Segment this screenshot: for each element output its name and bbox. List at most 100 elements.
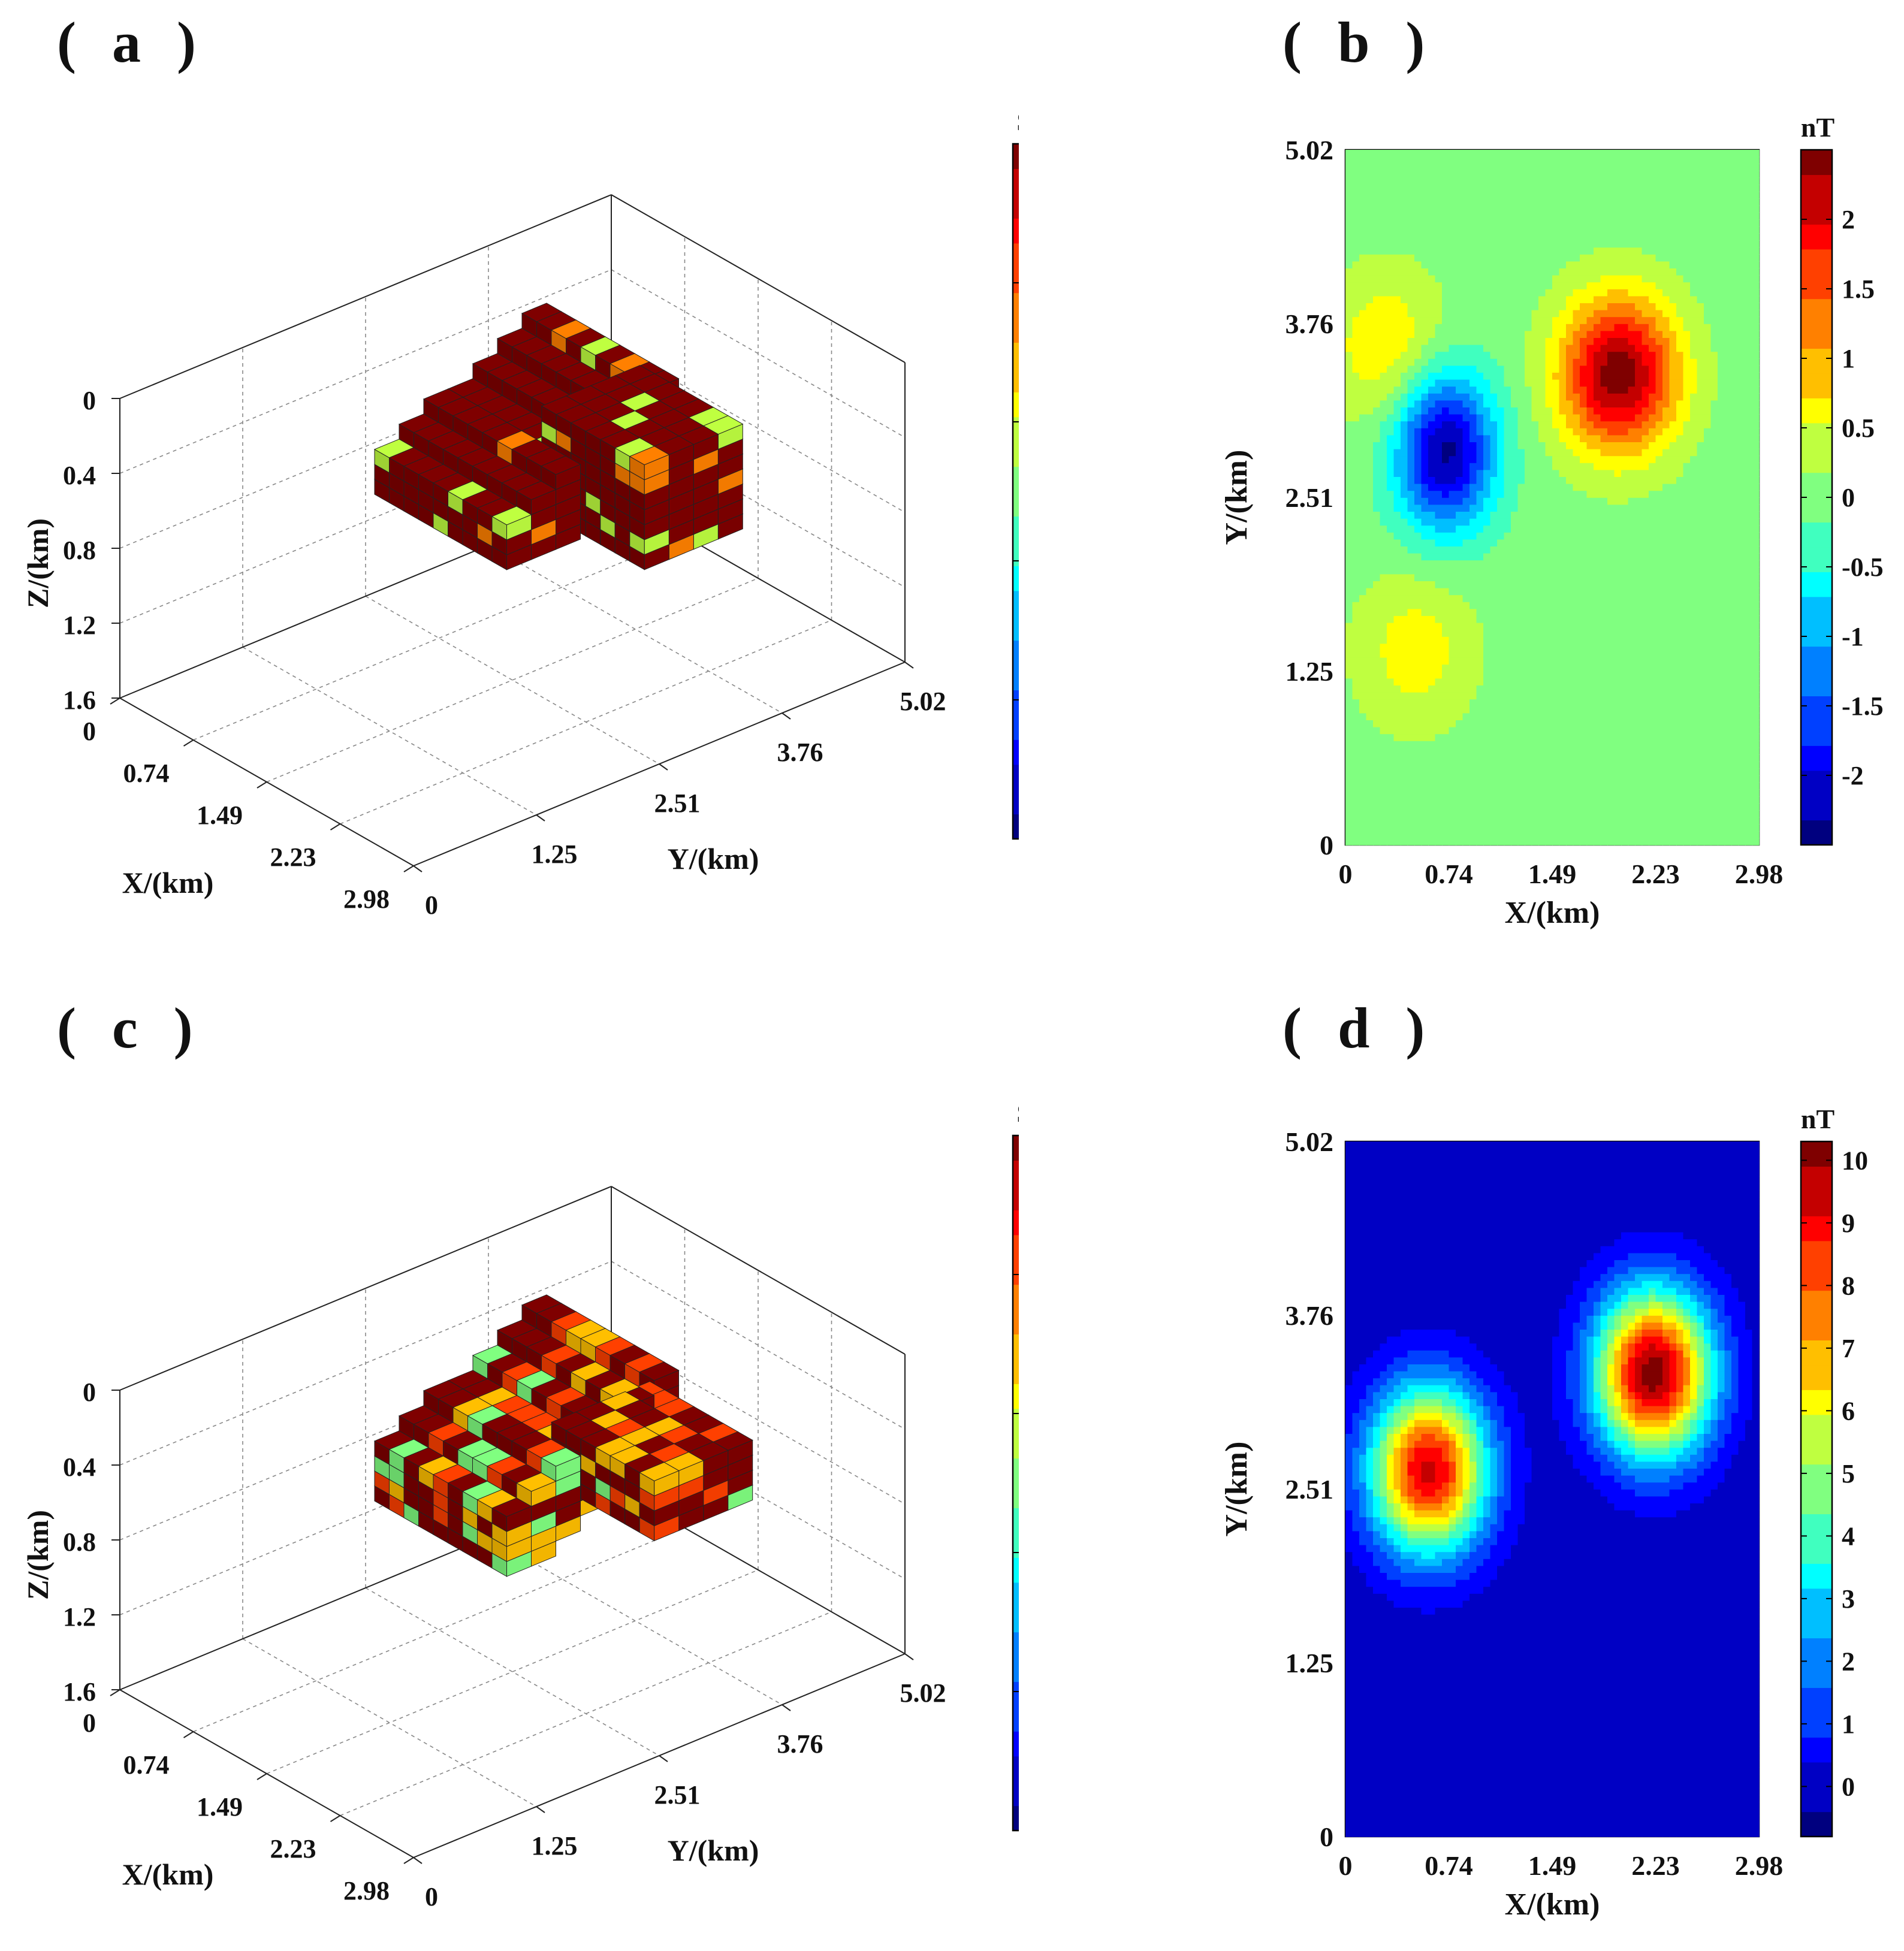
panel-b-contour-cell	[1435, 205, 1443, 213]
panel-b-contour-cell	[1373, 205, 1381, 213]
panel-b-contour-cell	[1421, 358, 1429, 366]
panel-b-contour-cell	[1580, 469, 1588, 477]
panel-b-contour-cell	[1531, 552, 1539, 561]
panel-b-contour-cell	[1483, 768, 1491, 776]
panel-b-contour-cell	[1345, 497, 1353, 505]
panel-b-contour-cell	[1366, 274, 1374, 283]
panel-b-contour-cell	[1380, 191, 1387, 199]
panel-b-contour-cell	[1511, 504, 1519, 512]
panel-b-contour-cell	[1504, 636, 1511, 644]
panel-a-x-tick	[110, 697, 120, 705]
panel-b-contour-cell	[1476, 594, 1484, 602]
panel-b-contour-cell	[1559, 838, 1567, 845]
panel-b-contour-cell	[1497, 324, 1505, 331]
panel-b-contour-cell	[1538, 691, 1546, 700]
panel-b-contour-cell	[1401, 657, 1408, 665]
panel-b-contour-cell	[1435, 782, 1443, 790]
panel-b-contour-cell	[1497, 643, 1505, 651]
panel-b-contour-cell	[1352, 330, 1360, 338]
panel-b-contour-cell	[1470, 324, 1477, 331]
panel-b-contour-cell	[1435, 303, 1443, 310]
panel-b-contour-cell	[1456, 379, 1464, 387]
panel-b-contour-cell	[1580, 421, 1588, 428]
panel-b-contour-cell	[1428, 824, 1436, 832]
panel-b-contour-cell	[1414, 747, 1422, 755]
panel-b-contour-cell	[1387, 490, 1395, 498]
panel-b-contour-cell	[1504, 671, 1511, 679]
panel-b-contour-cell	[1387, 560, 1395, 567]
panel-b-contour-cell	[1428, 156, 1436, 164]
panel-b-contour-cell	[1552, 539, 1560, 546]
panel-b-contour-cell	[1552, 810, 1560, 818]
panel-b-contour-cell	[1566, 552, 1574, 561]
panel-b-contour-cell	[1497, 316, 1505, 324]
panel-b-contour-cell	[1531, 463, 1539, 470]
panel-b-contour-cell	[1442, 463, 1450, 470]
panel-b-contour-cell	[1525, 233, 1532, 241]
panel-b-contour-cell	[1531, 532, 1539, 540]
panel-b-contour-cell	[1414, 525, 1422, 533]
panel-b-contour-cell	[1442, 150, 1450, 158]
panel-b-contour-cell	[1573, 469, 1580, 477]
panel-b-contour-cell	[1470, 261, 1477, 268]
panel-b-contour-cell	[1552, 726, 1560, 735]
panel-b-contour-cell	[1566, 233, 1574, 241]
panel-b-contour-cell	[1483, 191, 1491, 199]
panel-b-contour-cell	[1407, 567, 1415, 575]
panel-b-contour-cell	[1407, 838, 1415, 845]
panel-b-contour-cell	[1442, 733, 1450, 741]
panel-b-contour-cell	[1525, 685, 1532, 693]
panel-b-contour-cell	[1462, 720, 1470, 727]
panel-b-contour-cell	[1366, 511, 1374, 519]
panel-b-contour-cell	[1373, 678, 1381, 685]
panel-b-contour-cell	[1393, 274, 1401, 283]
panel-a-floor-grid-x	[340, 620, 832, 825]
panel-b-contour-cell	[1387, 810, 1395, 818]
panel-b-contour-cell	[1407, 539, 1415, 546]
panel-b-contour-cell	[1497, 525, 1505, 533]
panel-b-contour-cell	[1573, 636, 1580, 644]
panel-b-contour-cell	[1435, 393, 1443, 401]
panel-b-contour-cell	[1414, 463, 1422, 470]
panel-b-contour-cell	[1525, 490, 1532, 498]
panel-b-contour-cell	[1511, 289, 1519, 297]
panel-b-contour-cell	[1449, 567, 1456, 575]
panel-b-contour-cell	[1352, 289, 1360, 297]
panel-b-contour-cell	[1380, 567, 1387, 575]
panel-b-contour-cell	[1504, 504, 1511, 512]
panel-b-contour-cell	[1456, 518, 1464, 526]
panel-b-contour-cell	[1538, 469, 1546, 477]
panel-b-contour-cell	[1352, 185, 1360, 192]
panel-b-contour-cell	[1490, 810, 1498, 818]
panel-b-contour-cell	[1476, 393, 1484, 401]
panel-b-contour-cell	[1531, 539, 1539, 546]
panel-b-contour-cell	[1373, 240, 1381, 248]
panel-b-contour-cell	[1345, 824, 1353, 832]
panel-b-contour-cell	[1573, 671, 1580, 679]
panel-b-contour-cell	[1414, 469, 1422, 477]
panel-b-contour-cell	[1517, 198, 1525, 206]
panel-b-contour-cell	[1573, 476, 1580, 484]
panel-b-contour-cell	[1456, 212, 1464, 220]
panel-b-x-tick-label: 1.49	[1528, 859, 1577, 889]
panel-b-contour-cell	[1504, 386, 1511, 394]
panel-b-contour-cell	[1559, 803, 1567, 811]
panel-b-contour-cell	[1401, 775, 1408, 783]
panel-b-contour-cell	[1414, 608, 1422, 616]
panel-b-contour-cell	[1421, 476, 1429, 484]
panel-b-contour-cell	[1490, 344, 1498, 352]
panel-b-contour-cell	[1421, 581, 1429, 588]
panel-b-contour-cell	[1476, 490, 1484, 498]
panel-b-contour-cell	[1580, 754, 1588, 762]
panel-b-contour-cell	[1538, 226, 1546, 234]
panel-b-contour-cell	[1497, 573, 1505, 581]
panel-b-contour-cell	[1442, 254, 1450, 262]
panel-b-contour-cell	[1504, 219, 1511, 227]
panel-b-contour-cell	[1559, 511, 1567, 519]
panel-b-contour-cell	[1414, 254, 1422, 262]
panel-b-contour-cell	[1359, 838, 1367, 845]
panel-b-contour-cell	[1428, 150, 1436, 158]
panel-b-contour-cell	[1401, 817, 1408, 825]
panel-b-contour-cell	[1421, 511, 1429, 519]
panel-b-contour-cell	[1517, 768, 1525, 776]
